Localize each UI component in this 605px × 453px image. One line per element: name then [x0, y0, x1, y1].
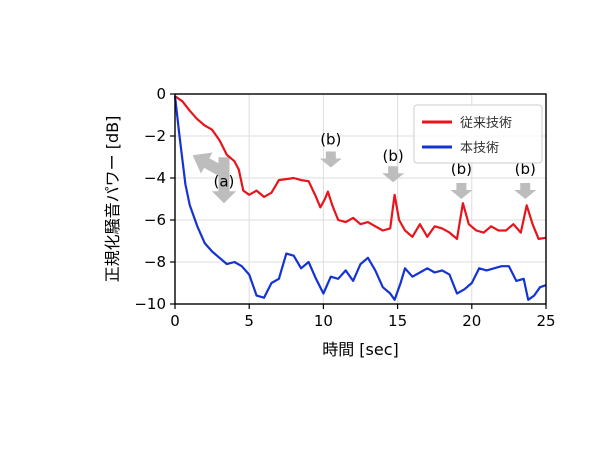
series-lines [173, 95, 547, 301]
legend: 従来技術 本技術 [413, 104, 543, 164]
down-arrow-icon [382, 166, 405, 183]
annotation-label: (b) [383, 147, 404, 165]
up-left-arrow-icon [192, 152, 226, 177]
annotation-labels: (a) (b) (b) (b) (b) [214, 130, 536, 190]
axis-ticks: 0 5 10 15 20 25 0 −2 −4 −6 −8 −10 [134, 85, 555, 330]
y-tick-label: 0 [156, 85, 166, 103]
y-axis-title: 正規化騒音パワー [dB] [103, 116, 122, 283]
down-arrow-icon [450, 183, 473, 199]
x-tick-label: 0 [170, 312, 180, 330]
x-tick-label: 25 [536, 312, 555, 330]
x-axis-title: 時間 [sec] [322, 340, 399, 359]
x-tick-label: 20 [462, 312, 481, 330]
legend-label-conventional: 従来技術 [460, 116, 512, 131]
x-tick-label: 5 [244, 312, 254, 330]
y-tick-label: −8 [144, 253, 166, 271]
legend-label-proposed: 本技術 [460, 141, 499, 156]
x-tick-label: 10 [314, 312, 333, 330]
down-arrow-icon [514, 183, 537, 199]
annotation-label: (b) [320, 130, 341, 148]
y-tick-label: −10 [134, 295, 166, 313]
series-line-proposed [173, 95, 547, 301]
series-line-conventional [174, 95, 547, 240]
annotation-label: (a) [214, 172, 235, 190]
y-tick-label: −2 [144, 127, 166, 145]
down-arrow-icon [211, 157, 236, 204]
plot-frame [174, 93, 547, 305]
y-tick-label: −4 [144, 169, 166, 187]
x-tick-label: 15 [388, 312, 407, 330]
annotation-label: (b) [451, 160, 472, 178]
annotation-label: (b) [515, 160, 536, 178]
annotation-arrows [192, 151, 537, 204]
down-arrow-icon [319, 151, 342, 168]
y-tick-label: −6 [144, 211, 166, 229]
